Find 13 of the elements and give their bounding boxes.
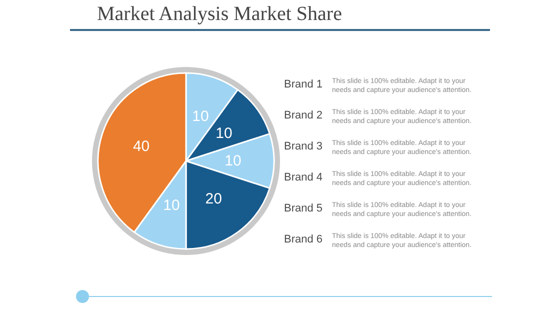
text: Brand 2: [284, 110, 323, 122]
data-label: 40: [132, 138, 150, 155]
text: Brand 3: [284, 140, 323, 152]
data-label: 10: [192, 108, 209, 125]
data-label: 10: [163, 197, 180, 214]
text: Brand 1: [284, 78, 323, 90]
text: Brand 6: [284, 234, 323, 246]
data-label: 10: [216, 124, 232, 142]
text: Brand 4: [284, 172, 323, 184]
text: Brand 5: [284, 202, 323, 214]
chart-title: Market Analysis Market Share: [97, 3, 342, 26]
data-label: 20: [205, 190, 222, 208]
data-label: 10: [224, 152, 242, 170]
